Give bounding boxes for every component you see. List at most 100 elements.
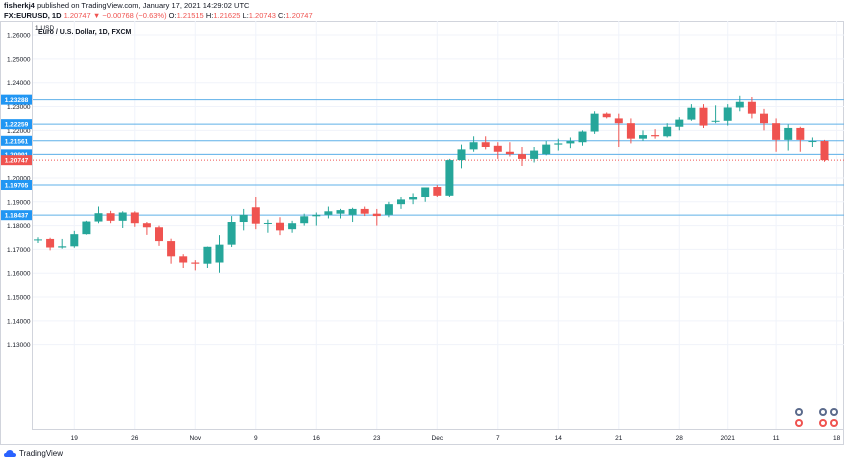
candle-body [263, 222, 272, 224]
candle [433, 185, 442, 198]
y-tick-label: 1.23000 [7, 104, 31, 111]
line-price-label: 1.19705 [5, 182, 29, 189]
tradingview-logo-icon [4, 449, 16, 457]
candle-body [505, 151, 514, 155]
candle [699, 104, 708, 128]
x-tick-label: 18 [833, 435, 841, 442]
candle-body [614, 118, 623, 124]
candle-body [384, 204, 393, 215]
candle-body [239, 214, 248, 223]
candle [312, 212, 321, 226]
open-label: O: [168, 11, 177, 20]
author-name[interactable]: fisherkj4 [4, 1, 35, 10]
line-price-label: 1.22259 [5, 122, 29, 129]
candle-body [142, 223, 151, 228]
candle-body [179, 256, 188, 263]
candle [578, 130, 587, 146]
candle-body [397, 199, 405, 205]
candle-body [518, 154, 526, 159]
candle [760, 108, 768, 131]
candle [481, 136, 490, 150]
x-tick-label: 28 [676, 435, 684, 442]
last-price-label: 1.20747 [5, 158, 29, 165]
candle-body [687, 107, 696, 120]
x-tick-label: Dec [432, 435, 444, 442]
candle-body [421, 187, 430, 198]
candle-body [445, 160, 454, 196]
y-tick-label: 1.26000 [7, 33, 31, 40]
candle-body [58, 246, 67, 248]
candle-body [542, 144, 551, 155]
candle-body [457, 149, 466, 161]
candle-body [639, 135, 647, 139]
event-icon [830, 419, 838, 427]
candle [784, 124, 793, 151]
candle [372, 208, 381, 226]
y-tick-label: 1.20000 [7, 175, 31, 182]
candle [34, 237, 42, 243]
price-chart[interactable]: 1.260001.250001.240001.230001.220001.210… [0, 21, 844, 445]
candle [421, 187, 430, 202]
candle-body [469, 142, 478, 150]
candle-body [46, 238, 55, 248]
candle [70, 230, 79, 248]
candle [263, 219, 272, 233]
candle [518, 146, 526, 167]
x-tick-label: 14 [555, 435, 563, 442]
candle-body [566, 141, 575, 144]
chart-title: Euro / U.S. Dollar, 1D, FXCM [38, 29, 132, 36]
candle-body [433, 187, 442, 196]
high-label: H: [205, 11, 214, 20]
candle [457, 144, 466, 169]
down-arrow-icon: ▼ [92, 11, 101, 20]
candle [94, 206, 103, 224]
symbol-label: FX:EURUSD, 1D [4, 11, 62, 20]
candle [58, 238, 67, 249]
y-tick-label: 1.17000 [7, 247, 31, 254]
y-tick-label: 1.13000 [7, 342, 31, 349]
line-price-label: 1.21561 [5, 138, 29, 145]
candle-body [735, 101, 744, 108]
y-tick-label: 1.16000 [7, 271, 31, 278]
candle [554, 138, 563, 151]
brand-name[interactable]: TradingView [19, 449, 64, 458]
candle [360, 206, 369, 217]
y-tick-label: 1.15000 [7, 295, 31, 302]
candle [735, 95, 744, 112]
candle-body [34, 239, 42, 241]
candle [130, 211, 139, 227]
candle-body [155, 227, 163, 242]
last-price-tag [1, 155, 32, 166]
candle [324, 206, 333, 219]
candle [227, 216, 236, 248]
x-tick-label: 26 [131, 435, 139, 442]
candle-body [747, 101, 756, 114]
event-icon [795, 419, 803, 427]
candle [711, 105, 720, 124]
line-price-tag [1, 119, 32, 130]
candle-body [106, 213, 115, 221]
open-value: 1.21515 [176, 11, 204, 20]
candle [384, 201, 393, 218]
candle-body [626, 123, 635, 139]
candle-body [336, 210, 345, 214]
candle [626, 118, 635, 144]
candle-body [70, 234, 79, 247]
line-price-label: 1.23288 [5, 97, 29, 104]
candle [251, 197, 260, 230]
y-tick-label: 1.25000 [7, 56, 31, 63]
candle-body [808, 141, 817, 143]
candle [566, 137, 575, 149]
candle-body [348, 208, 357, 215]
chart-border [0, 21, 844, 445]
candle [179, 254, 188, 268]
y-tick-label: 1.14000 [7, 318, 31, 325]
candle-body [784, 127, 793, 140]
unit-label: 1 USD [35, 25, 54, 32]
high-value: 1.21625 [213, 11, 241, 20]
candle [687, 104, 696, 121]
grid [33, 21, 844, 429]
last-price: 1.20747 [63, 11, 91, 20]
candle-body [554, 143, 563, 145]
candle-body [312, 214, 321, 217]
